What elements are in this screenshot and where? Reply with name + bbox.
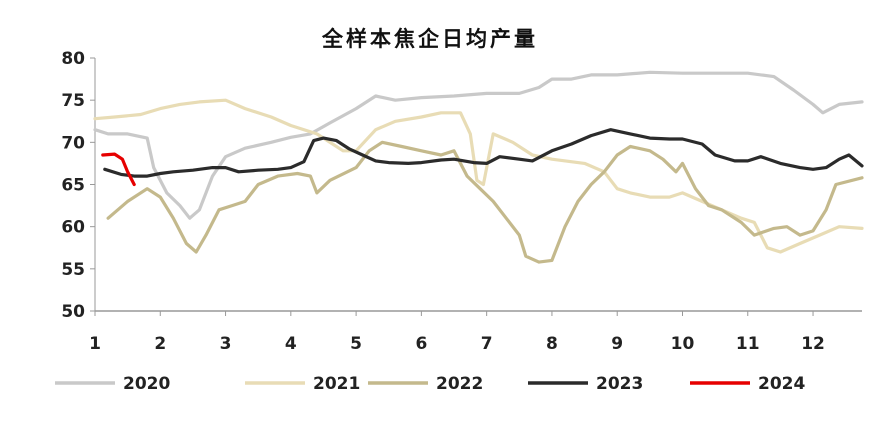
x-tick-label: 10 bbox=[671, 334, 695, 354]
series-line-2021 bbox=[93, 98, 864, 254]
x-tick-label: 7 bbox=[481, 334, 493, 354]
y-tick-label: 65 bbox=[61, 176, 85, 196]
legend-label-2022: 2022 bbox=[436, 374, 483, 394]
y-tick-label: 55 bbox=[61, 260, 85, 280]
y-tick-label: 75 bbox=[61, 91, 85, 111]
x-tick-label: 11 bbox=[736, 334, 760, 354]
y-tick-label: 60 bbox=[61, 218, 85, 238]
series-line-2024 bbox=[101, 152, 136, 187]
legend-label-2023: 2023 bbox=[596, 374, 643, 394]
x-tick-label: 4 bbox=[285, 334, 297, 354]
legend-label-2020: 2020 bbox=[123, 374, 170, 394]
series-lines bbox=[93, 70, 864, 264]
x-tick-label: 3 bbox=[220, 334, 232, 354]
chart-title: 全样本焦企日均产量 bbox=[321, 27, 538, 51]
series-line-2020 bbox=[93, 70, 864, 220]
legend-label-2024: 2024 bbox=[758, 374, 805, 394]
y-axis-ticks: 50 55 60 65 70 75 80 bbox=[61, 49, 95, 322]
x-tick-label: 8 bbox=[546, 334, 558, 354]
y-tick-label: 50 bbox=[61, 302, 85, 322]
legend-label-2021: 2021 bbox=[313, 374, 360, 394]
x-tick-label: 6 bbox=[415, 334, 427, 354]
series-line-2023 bbox=[103, 128, 864, 178]
x-tick-label: 1 bbox=[89, 334, 101, 354]
y-tick-label: 80 bbox=[61, 49, 85, 69]
y-tick-label: 70 bbox=[61, 133, 85, 153]
series-line-2022 bbox=[106, 140, 864, 264]
x-axis-ticks: 1 2 3 4 5 6 7 8 9 10 11 12 bbox=[89, 311, 825, 354]
x-tick-label: 12 bbox=[801, 334, 825, 354]
x-tick-label: 5 bbox=[350, 334, 362, 354]
x-tick-label: 2 bbox=[154, 334, 166, 354]
x-tick-label: 9 bbox=[611, 334, 623, 354]
legend: 2020 2021 2022 2023 2024 bbox=[55, 374, 805, 394]
